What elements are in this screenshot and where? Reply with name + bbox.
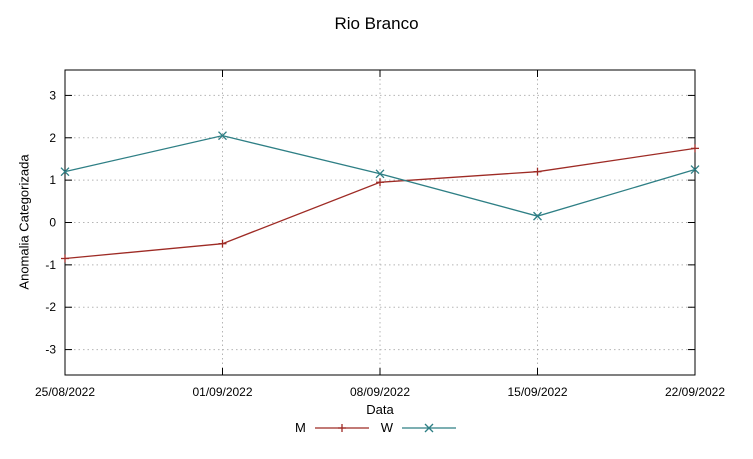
legend-sample (402, 423, 457, 432)
marker-cross-icon (533, 211, 542, 221)
marker-cross-icon (218, 131, 227, 141)
marker-plus-icon (337, 423, 346, 432)
marker-plus-icon (61, 254, 69, 263)
x-axis-label: Data (366, 402, 394, 417)
marker-cross-icon (690, 165, 700, 175)
legend-label: M (294, 420, 306, 435)
y-tick-label: -1 (45, 258, 56, 272)
y-tick-label: 1 (49, 173, 56, 187)
marker-plus-icon (691, 144, 699, 153)
legend-item-W: W (381, 420, 458, 435)
y-tick-label: -2 (45, 300, 56, 314)
x-tick-label: 08/09/2022 (350, 385, 410, 399)
y-tick-label: 0 (49, 216, 56, 230)
chart-title: Rio Branco (334, 14, 419, 33)
x-tick-label: 01/09/2022 (192, 385, 252, 399)
x-tick-label: 25/08/2022 (35, 385, 95, 399)
marker-cross-icon (60, 167, 70, 177)
marker-plus-icon (218, 239, 227, 248)
marker-cross-icon (424, 423, 434, 432)
legend-sample (314, 423, 369, 432)
y-tick-label: 2 (49, 131, 56, 145)
legend-label: W (380, 420, 394, 435)
marker-plus-icon (376, 178, 384, 187)
x-tick-label: 15/09/2022 (507, 385, 567, 399)
marker-cross-icon (375, 169, 385, 179)
y-tick-label: 3 (49, 88, 56, 102)
marker-plus-icon (533, 167, 542, 176)
x-tick-label: 22/09/2022 (665, 385, 725, 399)
legend-item-M: M (295, 420, 371, 435)
y-tick-label: -3 (45, 343, 56, 357)
